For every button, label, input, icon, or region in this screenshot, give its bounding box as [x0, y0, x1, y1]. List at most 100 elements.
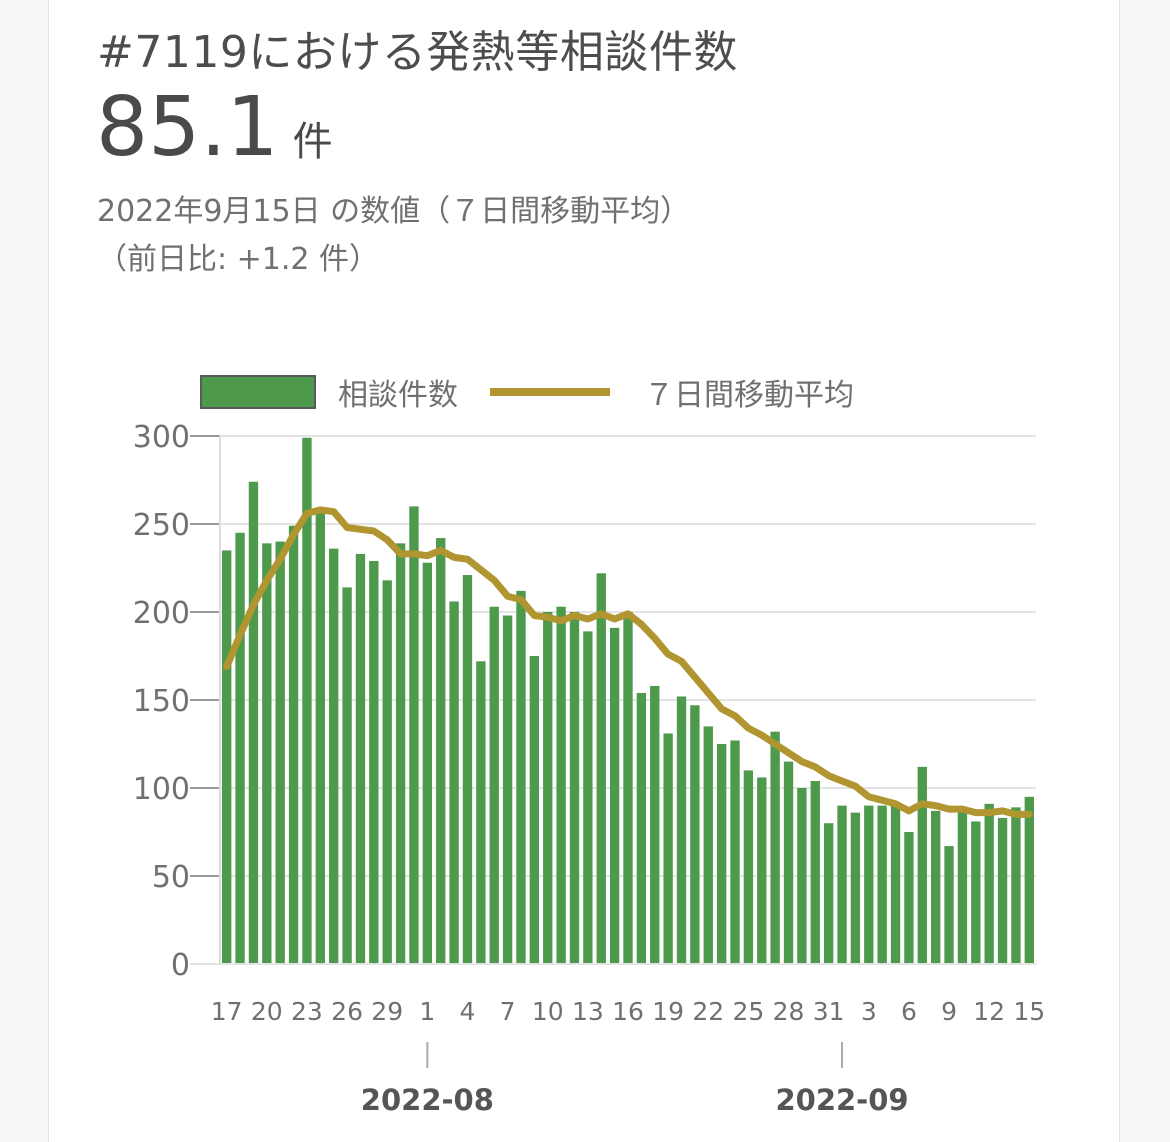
bar: [462, 575, 473, 964]
bar: [890, 802, 901, 964]
bar: [596, 573, 606, 964]
x-tick-label: 26: [331, 997, 363, 1026]
y-tick-label: 100: [133, 772, 190, 807]
y-tick-label: 50: [152, 860, 190, 895]
x-tick-label: 12: [973, 997, 1005, 1026]
bar: [248, 481, 259, 964]
bar: [583, 631, 593, 964]
x-tick-label: 17: [211, 997, 243, 1026]
bar: [342, 587, 352, 964]
bar: [516, 590, 526, 964]
bar: [235, 532, 245, 964]
bar: [930, 810, 941, 964]
bar: [436, 538, 446, 964]
y-tick-label: 300: [133, 420, 190, 455]
x-tick-label: 22: [692, 997, 724, 1026]
x-tick-label: 29: [371, 997, 403, 1026]
bar: [636, 692, 647, 964]
bar: [315, 513, 326, 964]
bar: [770, 731, 780, 964]
diff-note: （前日比: +1.2 件）: [97, 242, 380, 277]
y-tick-label: 150: [133, 684, 190, 719]
y-axis: 0 50 100 150 200 250 300: [133, 420, 221, 983]
bar: [502, 615, 513, 964]
bar: [222, 550, 232, 964]
bar: [957, 807, 968, 964]
x-tick-label: 15: [1013, 997, 1045, 1026]
moving-average-line: [223, 506, 1033, 818]
bar: [369, 560, 379, 964]
page-title: #7119における発熱等相談件数: [97, 27, 738, 78]
bar: [569, 612, 580, 964]
bar: [650, 685, 660, 964]
current-value-number: 85.1: [96, 80, 279, 175]
current-value: 85.1 件: [96, 80, 333, 175]
bar: [984, 803, 994, 964]
legend-line-swatch[interactable]: [490, 388, 610, 396]
x-tick-label: 16: [612, 997, 644, 1026]
bar: [810, 780, 820, 964]
x-tick-label: 6: [901, 997, 917, 1026]
bar-series: [222, 437, 1034, 964]
month-label: 2022-08: [361, 1083, 494, 1117]
bar: [676, 696, 687, 964]
bar: [1011, 807, 1021, 964]
current-value-unit: 件: [292, 119, 333, 165]
bar: [275, 541, 285, 964]
bar: [543, 612, 553, 964]
bar: [623, 612, 633, 964]
bar: [690, 705, 700, 964]
legend-bar-label[interactable]: 相談件数: [338, 378, 458, 413]
bar: [355, 553, 366, 964]
legend-line-label[interactable]: ７日間移動平均: [644, 378, 854, 413]
y-tick-label: 200: [133, 596, 190, 631]
bar: [783, 761, 794, 964]
bar: [757, 777, 767, 964]
bar: [556, 606, 566, 964]
bar: [382, 580, 392, 964]
x-tick-label: 28: [773, 997, 805, 1026]
x-tick-label: 3: [861, 997, 877, 1026]
x-tick-label: 13: [572, 997, 604, 1026]
date-note: 2022年9月15日 の数値（７日間移動平均）: [97, 194, 691, 229]
line-series: [223, 506, 1033, 818]
x-tick-label: 31: [813, 997, 845, 1026]
bar: [823, 823, 834, 964]
x-tick-label: 1: [419, 997, 435, 1026]
bar: [476, 661, 486, 964]
bar: [1024, 796, 1034, 964]
bar: [850, 812, 861, 964]
y-tick-label: 250: [133, 508, 190, 543]
x-tick-label: 7: [500, 997, 516, 1026]
bar: [262, 543, 272, 964]
bar: [529, 656, 540, 964]
x-axis: 17 20 23 26 29 1 4 7 10 13 16 19 22 25 28 31 3 6 9 12 15 2022…: [190, 963, 1045, 1117]
x-tick-label: 19: [652, 997, 684, 1026]
bar: [877, 805, 887, 964]
bar: [837, 805, 847, 964]
month-label: 2022-09: [775, 1083, 908, 1117]
chart-legend[interactable]: 相談件数 ７日間移動平均: [200, 370, 854, 414]
bar: [489, 606, 499, 964]
x-tick-label: 4: [460, 997, 476, 1026]
bar: [944, 846, 954, 964]
legend-bar-swatch[interactable]: [200, 375, 316, 409]
bar: [917, 766, 927, 964]
bar: [997, 817, 1008, 964]
bar: [288, 525, 299, 964]
bar: [703, 726, 713, 964]
bar: [743, 770, 754, 964]
bar: [716, 744, 727, 964]
x-tick-label: 20: [251, 997, 283, 1026]
bar: [797, 788, 807, 964]
x-tick-label: 23: [291, 997, 323, 1026]
x-tick-label: 25: [732, 997, 764, 1026]
bar: [409, 506, 419, 964]
bar: [329, 548, 339, 964]
bar: [864, 805, 874, 964]
bar: [449, 601, 459, 964]
bar: [302, 437, 312, 964]
y-tick-label: 0: [171, 948, 190, 983]
x-tick-label: 9: [941, 997, 957, 1026]
